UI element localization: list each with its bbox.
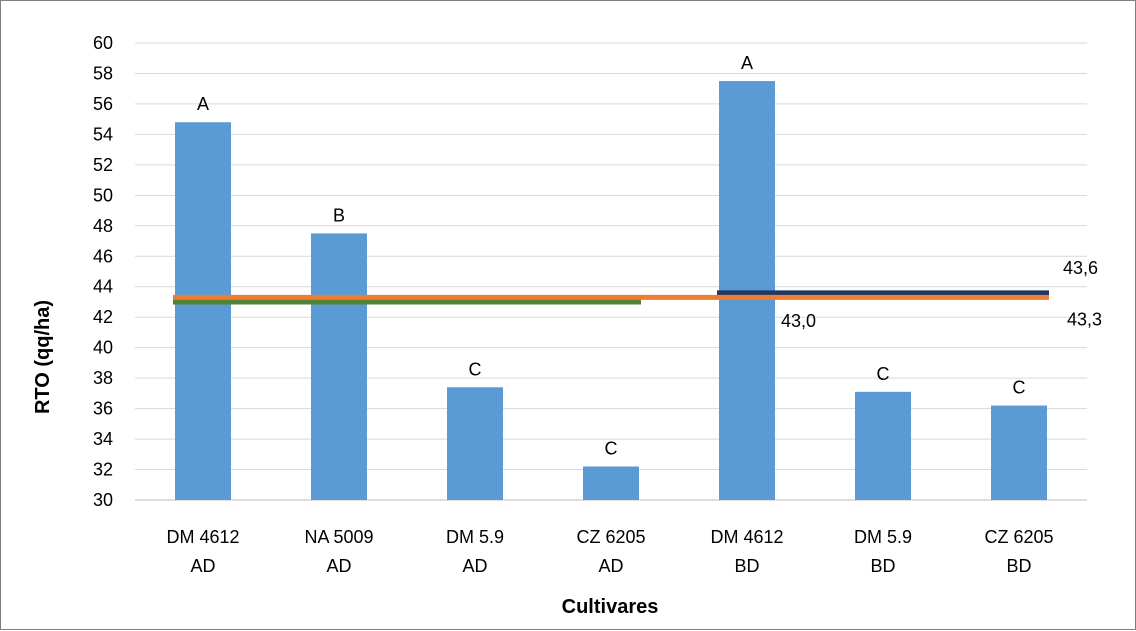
bar-letter: A — [741, 53, 753, 73]
x-axis-title: Cultivares — [562, 596, 659, 618]
x-tick-label-line2: BD — [734, 556, 759, 576]
bar-letter: C — [469, 359, 482, 379]
x-tick-label-line2: BD — [1006, 556, 1031, 576]
reference-line-label: 43,3 — [1067, 309, 1102, 329]
y-tick-label: 34 — [93, 429, 113, 449]
reference-line-label: 43,0 — [781, 311, 816, 331]
y-tick-label: 40 — [93, 338, 113, 358]
y-tick-label: 42 — [93, 307, 113, 327]
x-tick-label-line1: CZ 6205 — [984, 527, 1053, 547]
x-tick-label-line1: DM 5.9 — [446, 527, 504, 547]
x-axis-ticks: DM 4612 AD NA 5009 AD DM 5.9 AD CZ 6205 AD DM 46… — [166, 527, 1053, 576]
bar-letter: C — [605, 438, 618, 458]
y-tick-label: 44 — [93, 277, 113, 297]
x-tick-label-line1: NA 5009 — [304, 527, 373, 547]
bar — [175, 122, 231, 501]
bar-letter: C — [877, 364, 890, 384]
reference-line-label: 43,6 — [1063, 258, 1098, 278]
y-tick-label: 58 — [93, 63, 113, 83]
x-tick-label-line2: AD — [190, 556, 215, 576]
x-tick-label-line1: DM 4612 — [710, 527, 783, 547]
bar-letter: C — [1013, 378, 1026, 398]
bar — [311, 233, 367, 500]
y-tick-label: 50 — [93, 185, 113, 205]
y-tick-label: 56 — [93, 94, 113, 114]
y-tick-label: 48 — [93, 216, 113, 236]
x-tick-label-line2: AD — [598, 556, 623, 576]
gridlines — [135, 42, 1087, 501]
bar — [991, 405, 1047, 500]
bar — [855, 391, 911, 500]
x-tick-label-line2: BD — [870, 556, 895, 576]
reference-lines: 43,0 43,6 43,3 — [173, 258, 1102, 331]
y-tick-label: 46 — [93, 246, 113, 266]
y-tick-label: 52 — [93, 155, 113, 175]
bar — [583, 466, 639, 500]
significance-letters: A B C C A C C — [197, 53, 1026, 458]
bar-letter: A — [197, 94, 209, 114]
y-tick-label: 60 — [93, 33, 113, 53]
y-tick-label: 54 — [93, 124, 113, 144]
y-axis-ticks: 30 32 34 36 38 40 42 44 46 48 50 52 54 56 58 60 — [93, 33, 113, 510]
y-axis-title: RTO (qq/ha) — [32, 300, 54, 414]
bar — [447, 387, 503, 500]
y-tick-label: 30 — [93, 490, 113, 510]
x-tick-label-line1: DM 5.9 — [854, 527, 912, 547]
y-tick-label: 38 — [93, 368, 113, 388]
bar-letter: B — [333, 205, 345, 225]
x-tick-label-line2: AD — [326, 556, 351, 576]
x-tick-label-line2: AD — [462, 556, 487, 576]
x-tick-label-line1: DM 4612 — [166, 527, 239, 547]
x-tick-label-line1: CZ 6205 — [576, 527, 645, 547]
y-tick-label: 32 — [93, 460, 113, 480]
y-tick-label: 36 — [93, 399, 113, 419]
